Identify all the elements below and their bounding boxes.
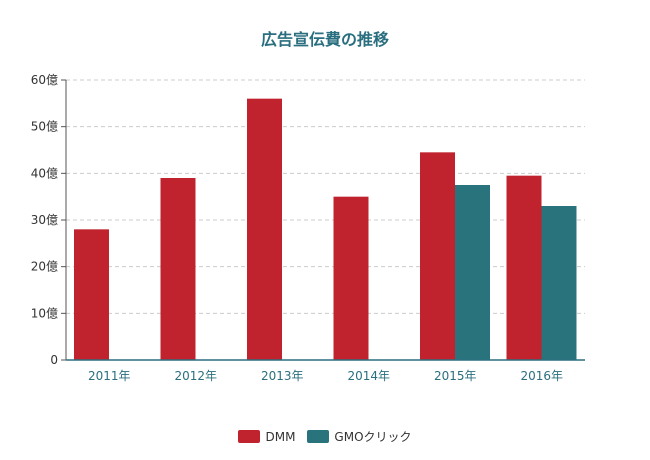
bar-gmo bbox=[455, 185, 490, 360]
bar-dmm bbox=[420, 152, 455, 360]
legend-swatch-gmo bbox=[307, 430, 330, 443]
x-tick-label: 2012年 bbox=[174, 369, 217, 383]
x-tick-label: 2011年 bbox=[88, 369, 131, 383]
y-tick-label: 0 bbox=[50, 353, 58, 367]
y-tick-label: 20億 bbox=[31, 260, 58, 274]
x-tick-label: 2013年 bbox=[261, 369, 304, 383]
bar-gmo bbox=[541, 206, 577, 360]
legend-item-gmo[interactable]: GMOクリック bbox=[307, 428, 412, 445]
chart-title: 広告宣伝費の推移 bbox=[260, 30, 389, 49]
x-tick-label: 2016年 bbox=[520, 369, 563, 383]
legend: DMM GMOクリック bbox=[0, 428, 650, 445]
y-tick-label: 40億 bbox=[31, 166, 58, 180]
x-tick-label: 2014年 bbox=[347, 369, 390, 383]
bar-dmm bbox=[74, 229, 109, 360]
bar-dmm bbox=[247, 98, 282, 361]
bar-dmm bbox=[160, 178, 196, 360]
legend-label-dmm: DMM bbox=[265, 429, 296, 444]
legend-label-gmo: GMOクリック bbox=[334, 430, 412, 444]
bar-dmm bbox=[506, 175, 542, 360]
y-tick-label: 50億 bbox=[31, 120, 58, 134]
x-tick-label: 2015年 bbox=[434, 369, 477, 383]
legend-item-dmm[interactable]: DMM bbox=[238, 428, 295, 445]
bar-dmm bbox=[333, 196, 369, 360]
y-tick-label: 60億 bbox=[31, 73, 58, 87]
legend-swatch-dmm bbox=[238, 430, 261, 443]
y-tick-label: 30億 bbox=[31, 213, 58, 227]
bar-chart-plot: 0 10億 20億 30億 40億 50億 60億 2011年 2012年 2013年 2014年 2… bbox=[31, 73, 585, 383]
y-tick-label: 10億 bbox=[31, 306, 58, 320]
